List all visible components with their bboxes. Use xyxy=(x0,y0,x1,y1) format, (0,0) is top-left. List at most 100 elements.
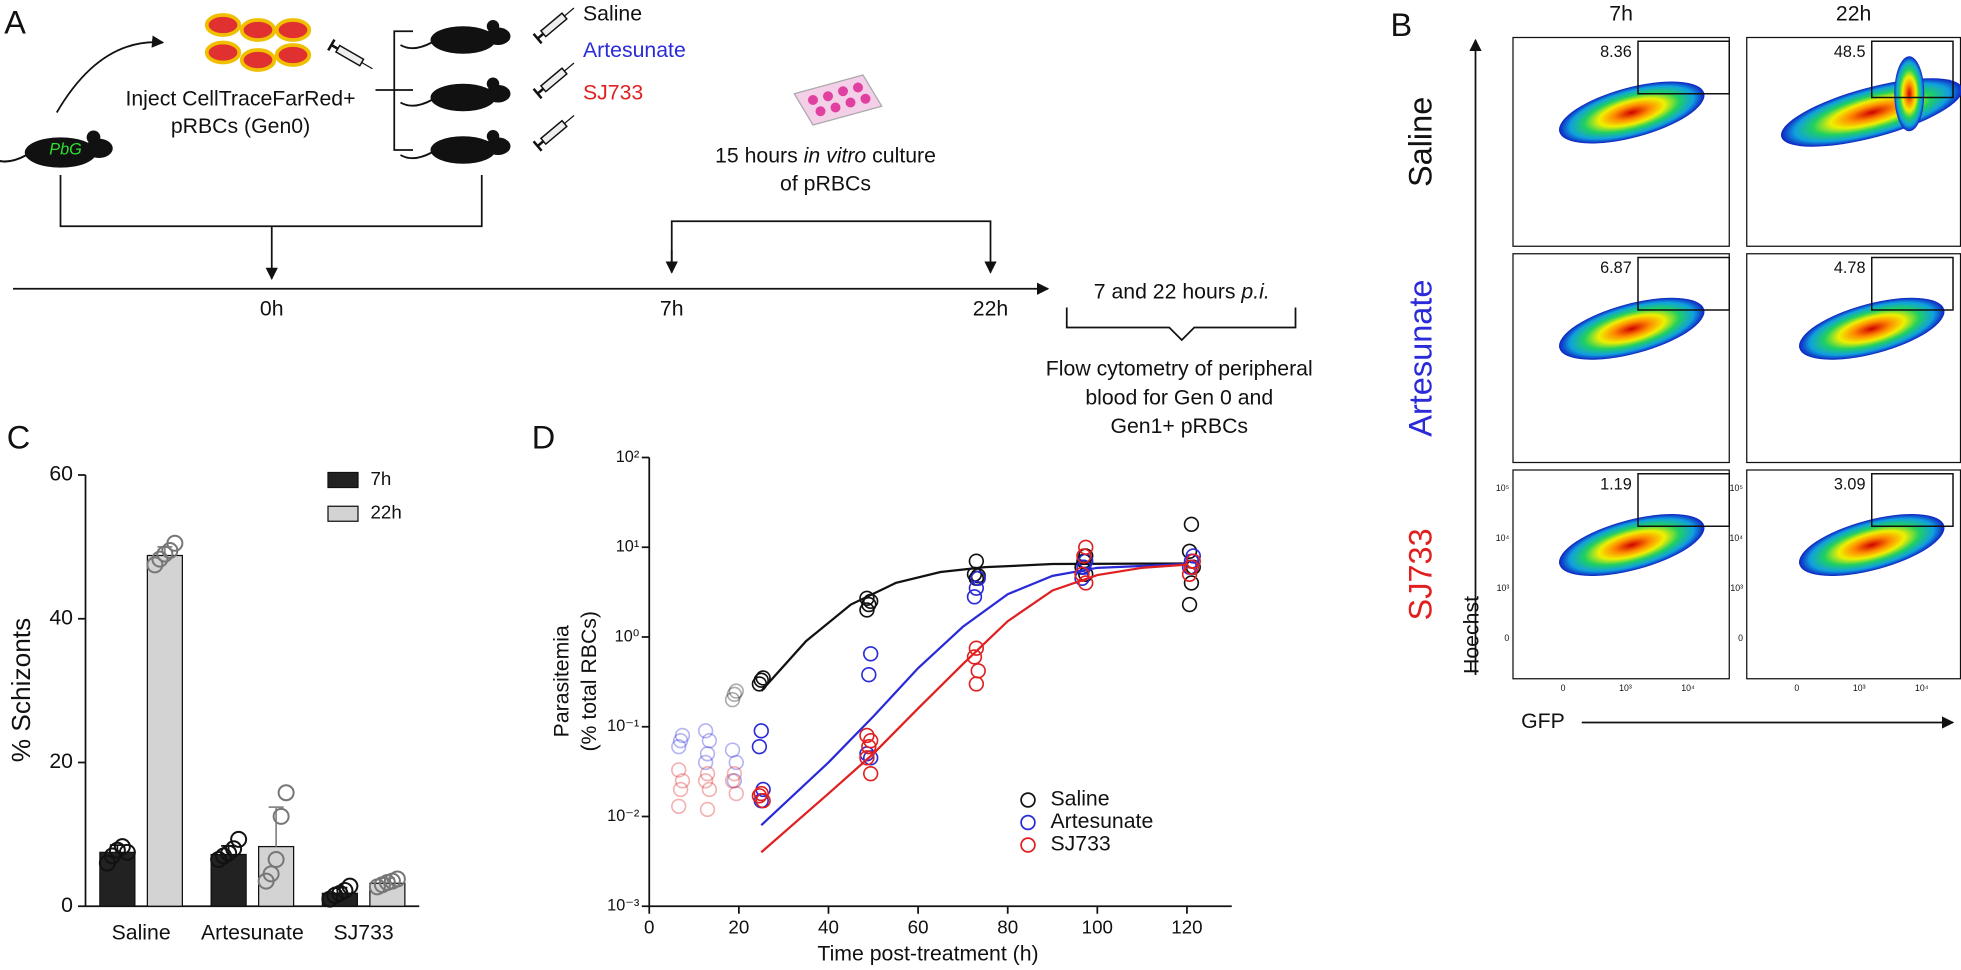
gate xyxy=(1637,473,1730,527)
data-point xyxy=(267,851,285,869)
flow-panels: 7h 22h Saline 8.36 48.5 Artesunate 6.87 4.78 SJ7… xyxy=(1403,2,1961,693)
data-point xyxy=(1183,559,1200,575)
data-point xyxy=(968,553,985,569)
data-point xyxy=(966,649,983,665)
axis-label: GFP xyxy=(1521,709,1565,733)
timepoint: 0h xyxy=(260,297,284,321)
data-point xyxy=(151,550,169,568)
legend-swatch xyxy=(327,505,359,522)
panel-label: D xyxy=(532,420,555,456)
gate-value: 48.5 xyxy=(1834,43,1866,61)
data-point xyxy=(701,732,718,749)
mouse-icon xyxy=(399,19,512,55)
flow-text: Flow cytometry of peripheral xyxy=(1046,357,1313,381)
data-point xyxy=(726,765,743,782)
mouse-icon xyxy=(399,76,512,113)
y-axis-label: Parasitemia xyxy=(550,625,574,737)
data-point xyxy=(697,723,714,739)
data-point xyxy=(753,785,769,802)
data-point xyxy=(230,830,248,848)
data-point xyxy=(156,545,174,563)
x-tick-label: 10³ xyxy=(1853,683,1866,693)
inject-text: pRBCs (Gen0) xyxy=(171,114,310,138)
data-point xyxy=(699,765,716,782)
chart: D Parasitemia (% total RBCs) Time post-trea… xyxy=(532,420,1232,966)
x-tick-label: 60 xyxy=(908,917,929,938)
arrow xyxy=(55,35,165,113)
data-point xyxy=(674,773,691,789)
row-label: Artesunate xyxy=(1403,280,1439,437)
data-point xyxy=(859,750,875,766)
data-point xyxy=(1076,548,1092,564)
x-tick-label: Artesunate xyxy=(201,920,304,944)
data-point xyxy=(113,838,131,856)
legend-label: Saline xyxy=(1051,787,1110,811)
data-point xyxy=(724,742,741,758)
timepoint: 7h xyxy=(660,297,684,321)
column-label: 7h xyxy=(1609,2,1633,26)
timepoint: 22h xyxy=(973,297,1008,321)
y-tick-label: 20 xyxy=(49,749,73,773)
data-point xyxy=(728,785,744,802)
data-point xyxy=(755,793,771,809)
legend-marker xyxy=(1020,837,1036,853)
data-point xyxy=(726,686,743,702)
data-point xyxy=(751,788,768,804)
syringe-icon xyxy=(532,56,580,100)
panel-label: A xyxy=(4,5,26,41)
gate xyxy=(1637,256,1730,311)
x-tick-label: 0 xyxy=(1794,683,1799,693)
data-point xyxy=(701,781,718,798)
data-point xyxy=(146,556,164,574)
gate xyxy=(1871,40,1954,99)
plot-frame xyxy=(1512,253,1730,464)
gate-value: 4.78 xyxy=(1834,259,1866,277)
syringe-icon xyxy=(532,1,580,45)
y-tick-label: 10⁻² xyxy=(607,807,640,825)
data-point xyxy=(672,781,689,798)
bracket xyxy=(375,30,413,151)
treatment-label: SJ733 xyxy=(583,80,643,104)
data-point xyxy=(1185,553,1201,569)
text-part: p.i. xyxy=(1240,279,1269,303)
data-point xyxy=(225,840,243,858)
data-point xyxy=(697,773,714,789)
density-blob xyxy=(1559,514,1705,576)
data-point xyxy=(1181,596,1198,613)
data-point xyxy=(968,580,985,596)
arrow xyxy=(670,220,997,274)
y-tick-label: 60 xyxy=(49,462,73,486)
data-point xyxy=(755,670,771,686)
y-tick-label: 10⁰ xyxy=(615,627,640,645)
legend-label: Artesunate xyxy=(1051,809,1154,833)
legend-label: 22h xyxy=(371,502,402,523)
data-point xyxy=(671,762,687,778)
gate-value: 8.36 xyxy=(1600,43,1632,61)
data-point xyxy=(1181,543,1198,560)
data-point xyxy=(861,667,877,683)
plot-frame xyxy=(1512,469,1730,680)
data-point xyxy=(862,732,879,749)
y-tick-label: 10³ xyxy=(1730,583,1743,593)
data-point xyxy=(1076,559,1092,575)
plot-frame xyxy=(1746,469,1961,680)
gate xyxy=(1637,40,1730,95)
data-point xyxy=(341,877,359,895)
x-tick-label: SJ733 xyxy=(333,920,393,944)
data-point xyxy=(336,881,354,899)
treatment-label: Saline xyxy=(583,2,642,26)
data-point xyxy=(753,672,769,688)
y-tick-label: 0 xyxy=(1504,633,1509,643)
x-tick-label: 10⁴ xyxy=(1915,683,1929,693)
x-tick-label: 40 xyxy=(818,917,839,938)
data-point xyxy=(388,870,406,888)
row-label: Saline xyxy=(1403,97,1439,187)
data-point xyxy=(859,727,875,744)
fit-line xyxy=(760,563,1188,854)
data-point xyxy=(968,676,985,692)
bar xyxy=(210,853,247,907)
mouse-icon xyxy=(399,129,512,165)
data-point xyxy=(671,798,687,814)
data-point xyxy=(321,890,339,908)
